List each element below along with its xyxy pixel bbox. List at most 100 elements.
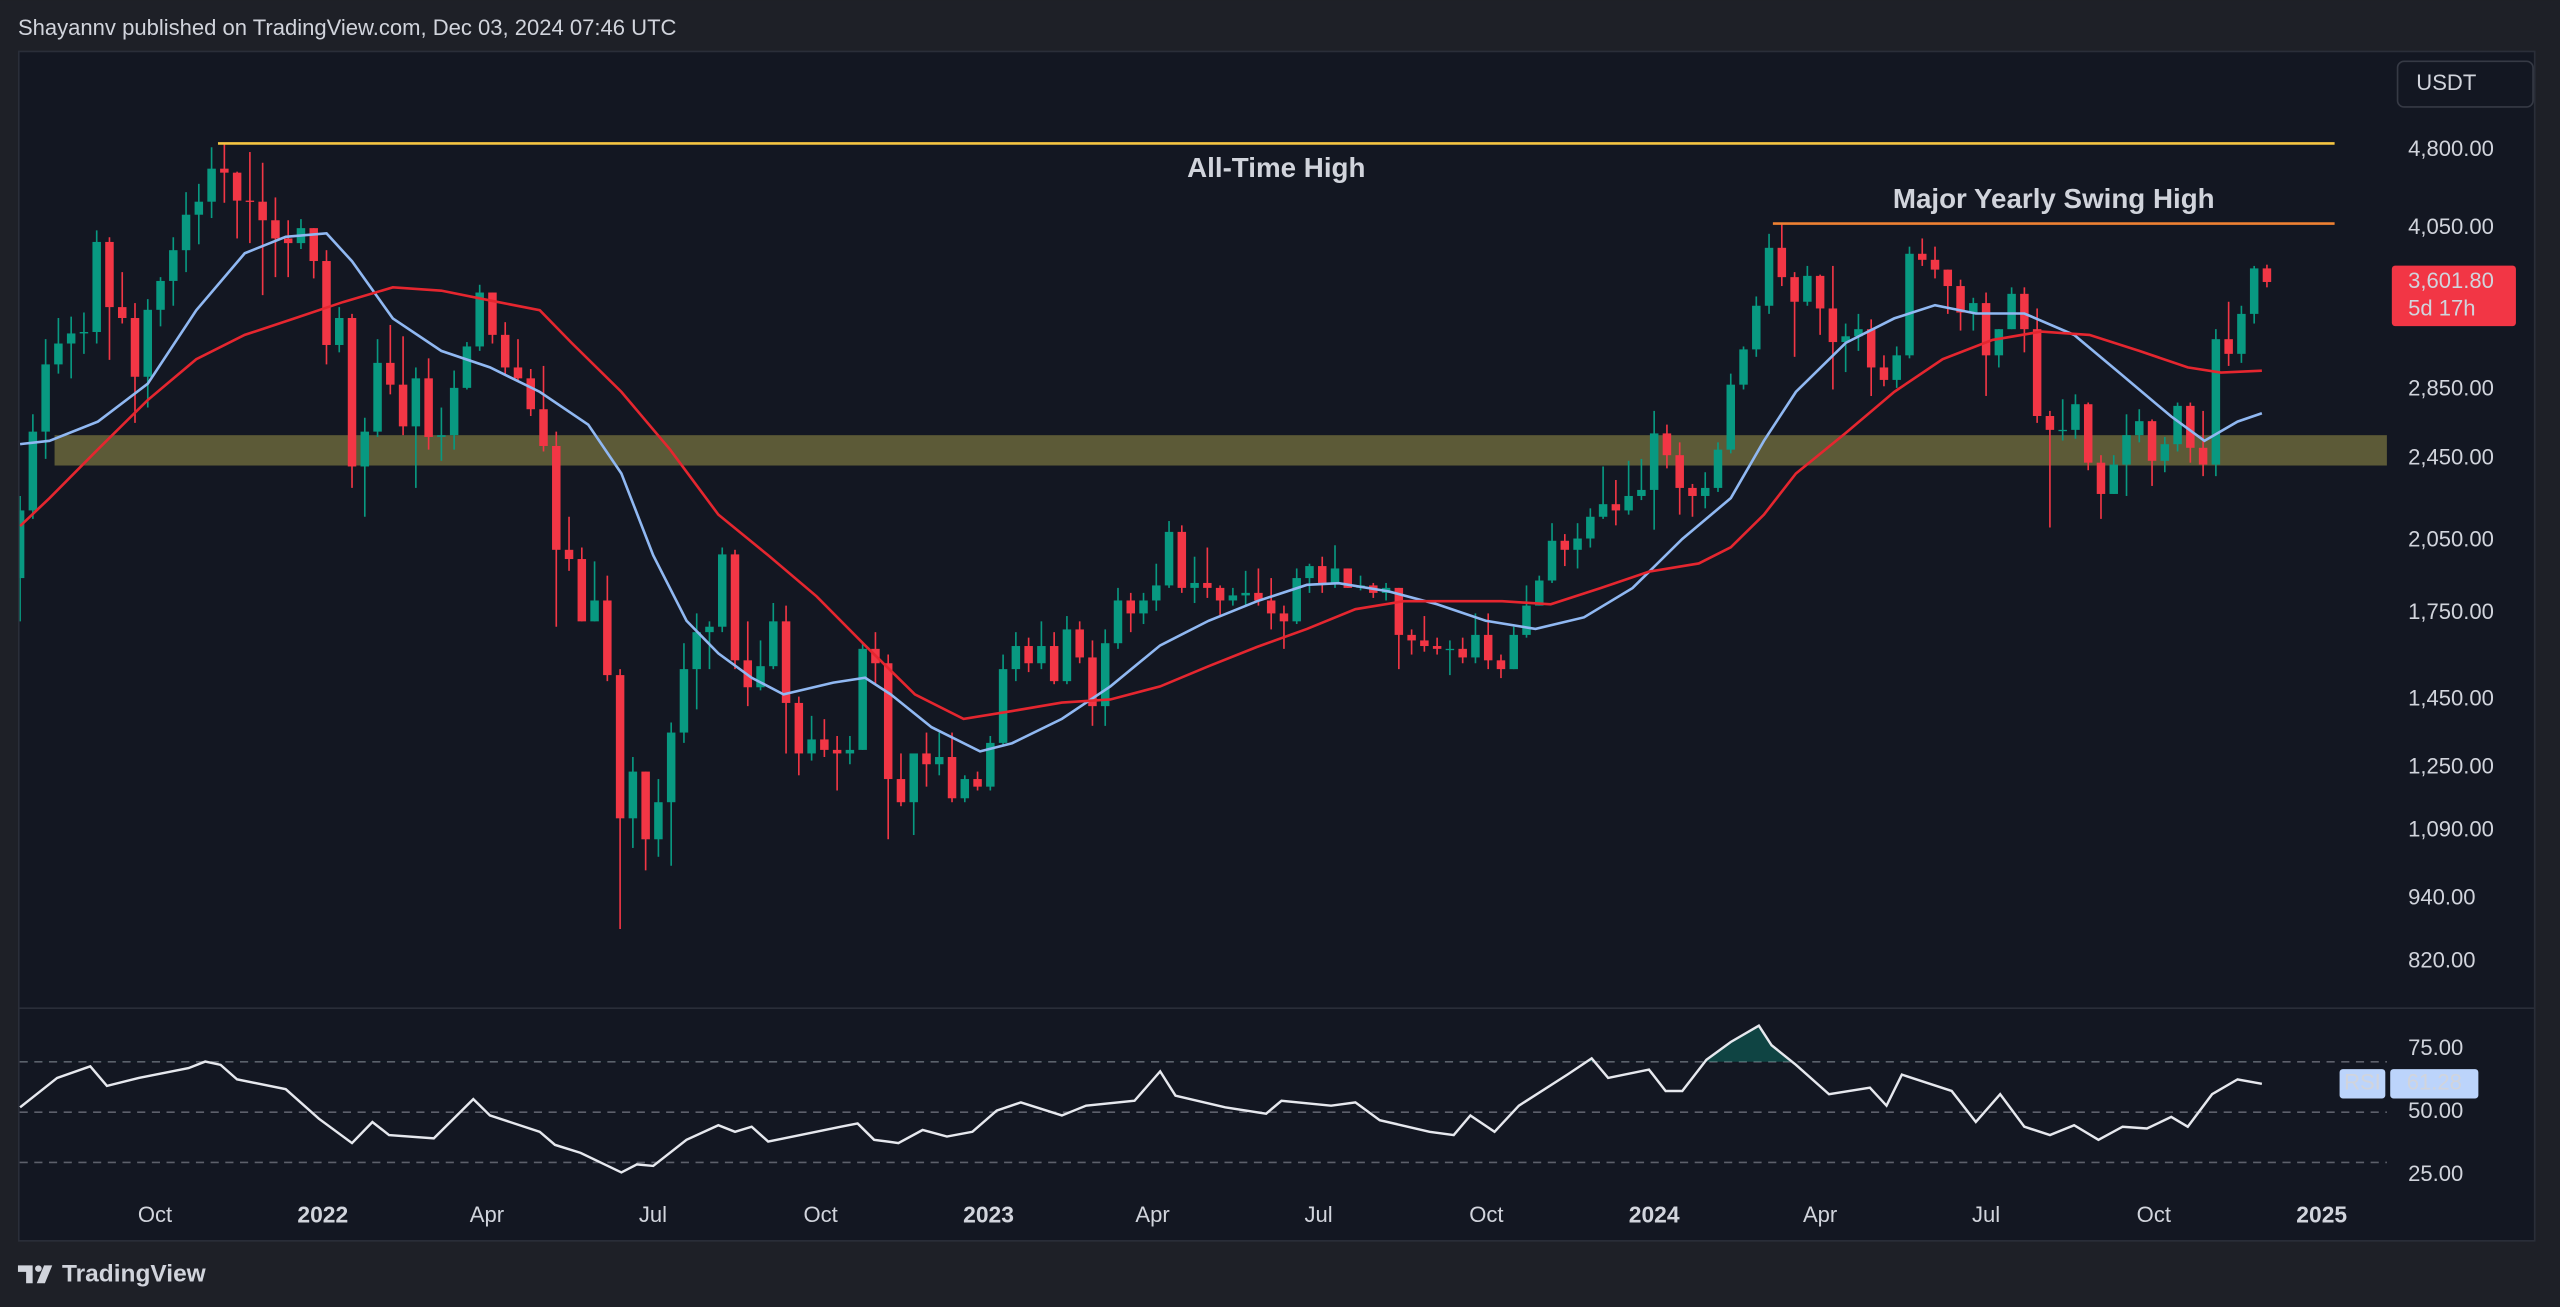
- x-tick-label: Oct: [1469, 1202, 1503, 1227]
- countdown-label: 5d 17h: [2408, 296, 2475, 321]
- candle-body: [1828, 308, 1838, 343]
- currency-text[interactable]: USDT: [2416, 70, 2476, 95]
- candle-body: [19, 510, 25, 579]
- candle-body: [2211, 339, 2221, 465]
- candle-body: [169, 250, 178, 281]
- candle-body: [986, 742, 995, 787]
- candle-body: [1496, 660, 1506, 670]
- candle-body: [717, 554, 727, 627]
- candle-body: [1330, 568, 1340, 583]
- rsi-tick-label: 75.00: [2408, 1035, 2463, 1060]
- candle-body: [271, 220, 280, 239]
- candle-body: [2045, 416, 2055, 430]
- candle-body: [309, 228, 318, 262]
- candle-body: [1279, 613, 1289, 622]
- candle-body: [756, 666, 765, 688]
- candle-body: [1764, 247, 1774, 306]
- y-tick-label: 940.00: [2408, 885, 2475, 910]
- candle-body: [398, 384, 408, 427]
- candle-body: [2173, 405, 2182, 445]
- candle-body: [2032, 329, 2042, 417]
- candle-body: [462, 346, 472, 388]
- candle-body: [373, 362, 382, 432]
- candle-body: [2096, 462, 2106, 494]
- candle-body: [2147, 421, 2157, 461]
- candle-body: [1126, 600, 1135, 614]
- candle-body: [2071, 404, 2080, 430]
- candle-body: [1432, 646, 1442, 649]
- support-zone: [54, 435, 2387, 466]
- candle-body: [794, 702, 804, 754]
- candle-body: [526, 378, 535, 410]
- candle-body: [590, 600, 599, 622]
- candle-body: [156, 280, 165, 310]
- candle-body: [692, 632, 701, 670]
- candle-body: [1700, 487, 1710, 496]
- rsi-value-bg: [2390, 1069, 2479, 1099]
- x-tick-label: 2024: [1629, 1201, 1680, 1227]
- candle-body: [1535, 580, 1544, 606]
- candle-body: [1228, 595, 1238, 601]
- candle-body: [1662, 433, 1672, 456]
- y-tick-label: 820.00: [2408, 947, 2475, 972]
- candle-body: [922, 753, 931, 765]
- candle-body: [1011, 646, 1021, 670]
- candle-body: [1611, 504, 1621, 511]
- level-label: Major Yearly Swing High: [1893, 183, 2215, 214]
- candle-body: [1547, 540, 1557, 581]
- axes: 4,800.00 4,050.00 2,850.00 2,450.00 2,050.00…: [138, 136, 2516, 1227]
- candle-body: [1777, 247, 1787, 278]
- price-pane: [19, 143, 2387, 930]
- rsi-name: RSI: [2344, 1070, 2381, 1095]
- candle-body: [679, 669, 689, 733]
- candle-body: [2109, 464, 2118, 494]
- candle-body: [475, 292, 484, 347]
- candle-body: [207, 168, 216, 202]
- candle-body: [1266, 600, 1276, 614]
- candle-body: [1471, 634, 1480, 658]
- y-tick-label: 4,050.00: [2408, 214, 2494, 239]
- candle-body: [730, 554, 740, 661]
- candle-body: [1152, 585, 1161, 601]
- rsi-line: [19, 1024, 2263, 1174]
- x-tick-label: Apr: [1135, 1202, 1169, 1227]
- candle-body: [117, 307, 127, 319]
- candle-body: [1407, 634, 1416, 641]
- candle-body: [220, 168, 229, 173]
- currency-button[interactable]: [2396, 60, 2534, 108]
- y-tick-label: 1,750.00: [2408, 599, 2494, 624]
- level-label: All-Time High: [1187, 152, 1365, 183]
- candle-body: [973, 779, 982, 787]
- candle-body: [909, 753, 918, 803]
- x-tick-label: Oct: [804, 1202, 838, 1227]
- candle-body: [1739, 349, 1748, 385]
- candle-body: [386, 362, 395, 385]
- candle-body: [1241, 592, 1250, 596]
- candle-body: [1203, 582, 1212, 588]
- candle-body: [1841, 336, 1850, 343]
- candle-body: [705, 626, 714, 633]
- candle-body: [1420, 640, 1429, 647]
- candle-body: [1854, 329, 1863, 337]
- candle-body: [28, 431, 38, 511]
- header-text: Shayannv published on TradingView.com, D…: [18, 15, 677, 40]
- candle-body: [335, 318, 344, 345]
- candle-body: [552, 445, 561, 550]
- candle-body: [105, 241, 114, 308]
- candle-body: [1164, 531, 1174, 586]
- candle-body: [1100, 643, 1110, 707]
- candle-body: [1573, 538, 1582, 550]
- candle-body: [2198, 447, 2208, 465]
- x-tick-label: Jul: [639, 1202, 667, 1227]
- candle-body: [513, 367, 523, 379]
- brand-text: TradingView: [62, 1261, 207, 1288]
- candle-body: [2237, 313, 2246, 354]
- candle-body: [1305, 566, 1314, 579]
- x-tick-label: Jul: [1972, 1202, 2000, 1227]
- candle-body: [1752, 305, 1761, 350]
- candle-body: [1930, 259, 1940, 270]
- candle-body: [1215, 587, 1225, 601]
- candle-body: [258, 201, 267, 221]
- candle-body: [832, 749, 842, 754]
- x-tick-label: Jul: [1304, 1202, 1332, 1227]
